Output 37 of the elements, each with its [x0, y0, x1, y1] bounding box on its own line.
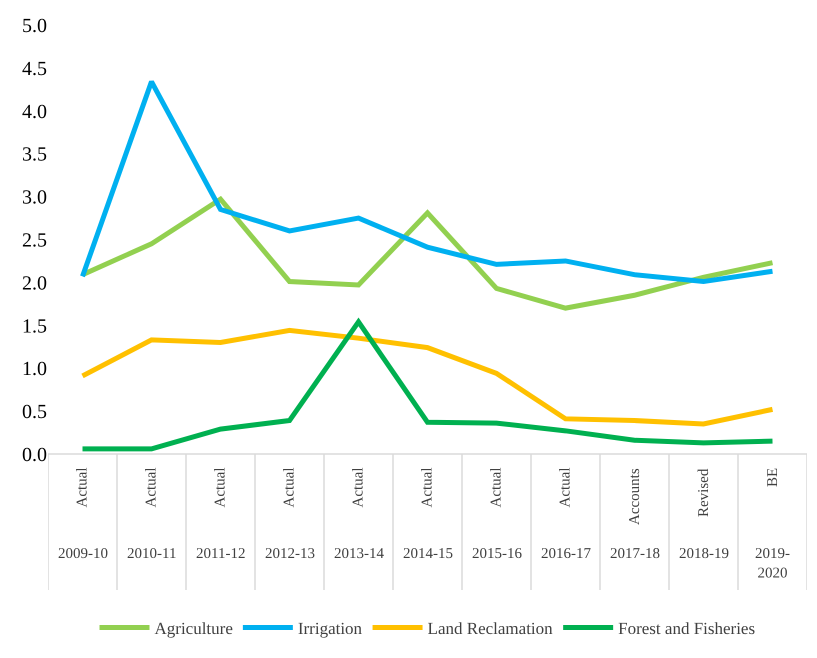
y-tick-label: 3.0	[22, 186, 47, 209]
x-tick-label: 2019-2020	[755, 546, 790, 582]
x-tick-label: 2018-19	[679, 546, 729, 562]
text: Actual	[558, 468, 574, 508]
x-tick-label: 2017-18	[610, 546, 660, 562]
x-tick-label: 2012-13	[265, 546, 315, 562]
x-tick-label: 2011-12	[196, 546, 246, 562]
y-tick-label: 4.0	[22, 100, 47, 123]
y-tick-label: 2.5	[22, 230, 47, 252]
text: Actual	[74, 468, 90, 508]
text: Actual	[212, 468, 228, 508]
text: Actual	[144, 468, 160, 508]
text: Actual	[488, 468, 504, 508]
text: Actual	[420, 468, 436, 508]
y-tick-label: 0.5	[22, 401, 47, 424]
x-tick-label: 2014-15	[403, 546, 453, 562]
legend-label: Land Reclamation	[428, 619, 554, 638]
text: Actual	[282, 468, 298, 508]
x-tick-label: 2016-17	[541, 546, 592, 562]
x-tick-label: 2010-11	[127, 546, 176, 562]
y-tick-label: 2.0	[22, 272, 47, 294]
legend-label: Forest and Fisheries	[618, 619, 756, 638]
text: BE	[765, 468, 781, 487]
x-tick-label: 2009-10	[58, 546, 108, 562]
x-tick-label: 2015-16	[472, 546, 522, 562]
text: Revised	[696, 468, 712, 517]
legend-label: Irrigation	[298, 619, 363, 638]
text: Actual	[350, 468, 366, 508]
y-tick-label: 5.0	[22, 15, 47, 37]
y-tick-label: 1.5	[22, 315, 47, 338]
y-tick-label: 4.5	[22, 58, 47, 80]
y-tick-label: 0.0	[22, 444, 47, 466]
y-tick-label: 3.5	[22, 144, 47, 166]
y-tick-label: 1.0	[22, 358, 47, 380]
text: Accounts	[627, 468, 643, 525]
x-tick-label: 2013-14	[334, 546, 384, 562]
legend-label: Agriculture	[154, 619, 233, 638]
